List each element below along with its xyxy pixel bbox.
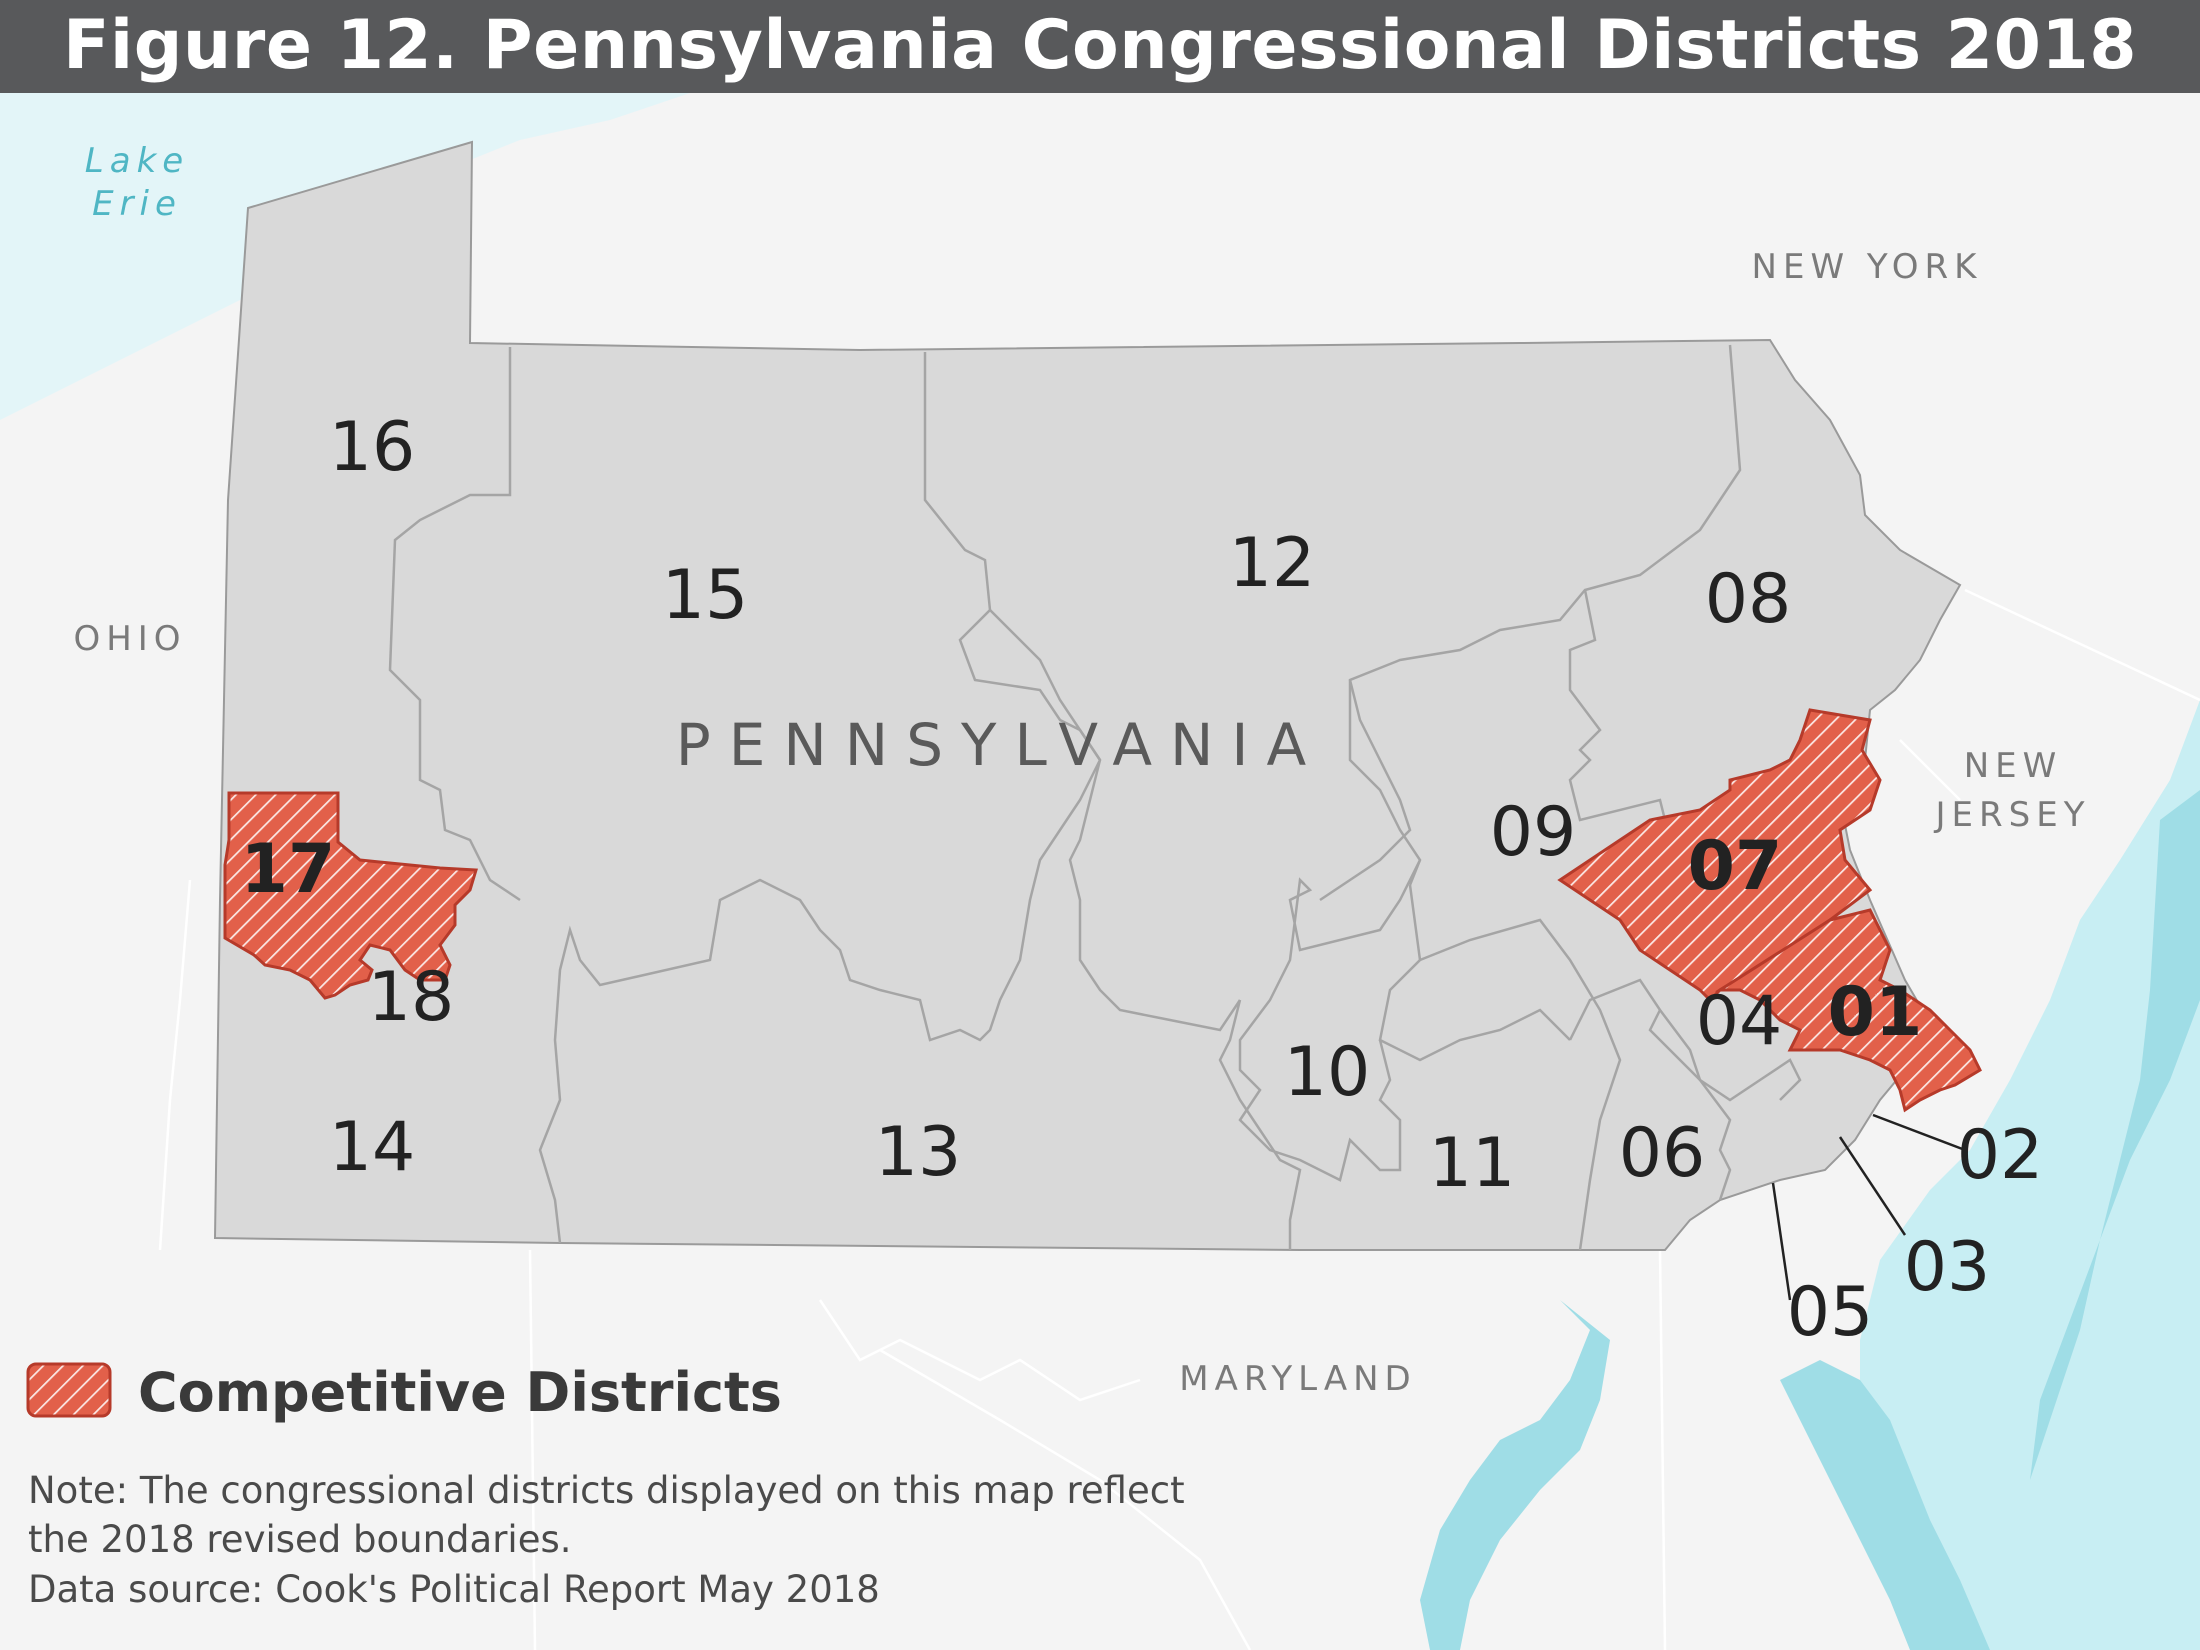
- district-label-14: 14: [329, 1108, 416, 1187]
- district-label-06: 06: [1619, 1114, 1706, 1193]
- geo-labels: Lake Erie PENNSYLVANIA NEW YORK OHIO NEW…: [73, 141, 2091, 1399]
- new-york-label: NEW YORK: [1752, 247, 1983, 287]
- title-bar: Figure 12. Pennsylvania Congressional Di…: [0, 0, 2200, 93]
- district-01-shape: [1714, 908, 1982, 1113]
- district-label-01: 01: [1828, 973, 1923, 1052]
- district-boundaries: [388, 344, 1802, 1251]
- east-coast-water: [2030, 790, 2200, 1480]
- district-label-10: 10: [1284, 1033, 1371, 1112]
- note-line-2: the 2018 revised boundaries.: [28, 1518, 572, 1561]
- legend-swatch: [26, 1362, 112, 1418]
- chesapeake-water: [1420, 1300, 1610, 1650]
- district-label-07: 07: [1688, 827, 1783, 906]
- district-label-15: 15: [662, 556, 749, 635]
- lake-erie-water: [0, 93, 690, 420]
- district-label-12: 12: [1229, 524, 1316, 603]
- figure-title: Figure 12. Pennsylvania Congressional Di…: [62, 6, 2138, 85]
- district-label-13: 13: [875, 1113, 962, 1192]
- district-label-08: 08: [1705, 560, 1792, 639]
- district-label-17: 17: [241, 830, 336, 909]
- lake-label-2: Erie: [92, 184, 182, 224]
- district-07-shape: [1557, 708, 1882, 1003]
- legend-label: Competitive Districts: [138, 1361, 782, 1424]
- district-17-shape: [223, 791, 478, 1000]
- neighbor-borders: [158, 588, 2200, 1650]
- district-label-05: 05: [1787, 1273, 1874, 1352]
- data-source-note: Data source: Cook's Political Report May…: [28, 1568, 880, 1611]
- note-line-1: Note: The congressional districts displa…: [28, 1469, 1185, 1512]
- leader-lines: [1771, 1113, 1966, 1301]
- maryland-label: MARYLAND: [1179, 1359, 1416, 1399]
- new-jersey-label-2: JERSEY: [1934, 795, 2091, 835]
- district-labels: 16 15 12 08 09 07 17 18 04 01 10 14 13 1…: [241, 408, 2044, 1352]
- delaware-river-water: [1860, 700, 2200, 1650]
- district-label-16: 16: [329, 408, 416, 487]
- district-label-18: 18: [368, 958, 455, 1037]
- district-label-04: 04: [1696, 982, 1783, 1061]
- new-jersey-label-1: NEW: [1964, 746, 2063, 786]
- delaware-bay-water: [1780, 1360, 1990, 1650]
- district-label-09: 09: [1490, 793, 1577, 872]
- lake-label-1: Lake: [85, 141, 189, 181]
- district-label-11: 11: [1429, 1124, 1516, 1203]
- ohio-label: OHIO: [73, 619, 186, 659]
- district-label-03: 03: [1904, 1228, 1991, 1307]
- district-label-02: 02: [1957, 1116, 2044, 1195]
- map-canvas: Lake Erie PENNSYLVANIA NEW YORK OHIO NEW…: [0, 93, 2200, 1650]
- state-label: PENNSYLVANIA: [676, 711, 1324, 779]
